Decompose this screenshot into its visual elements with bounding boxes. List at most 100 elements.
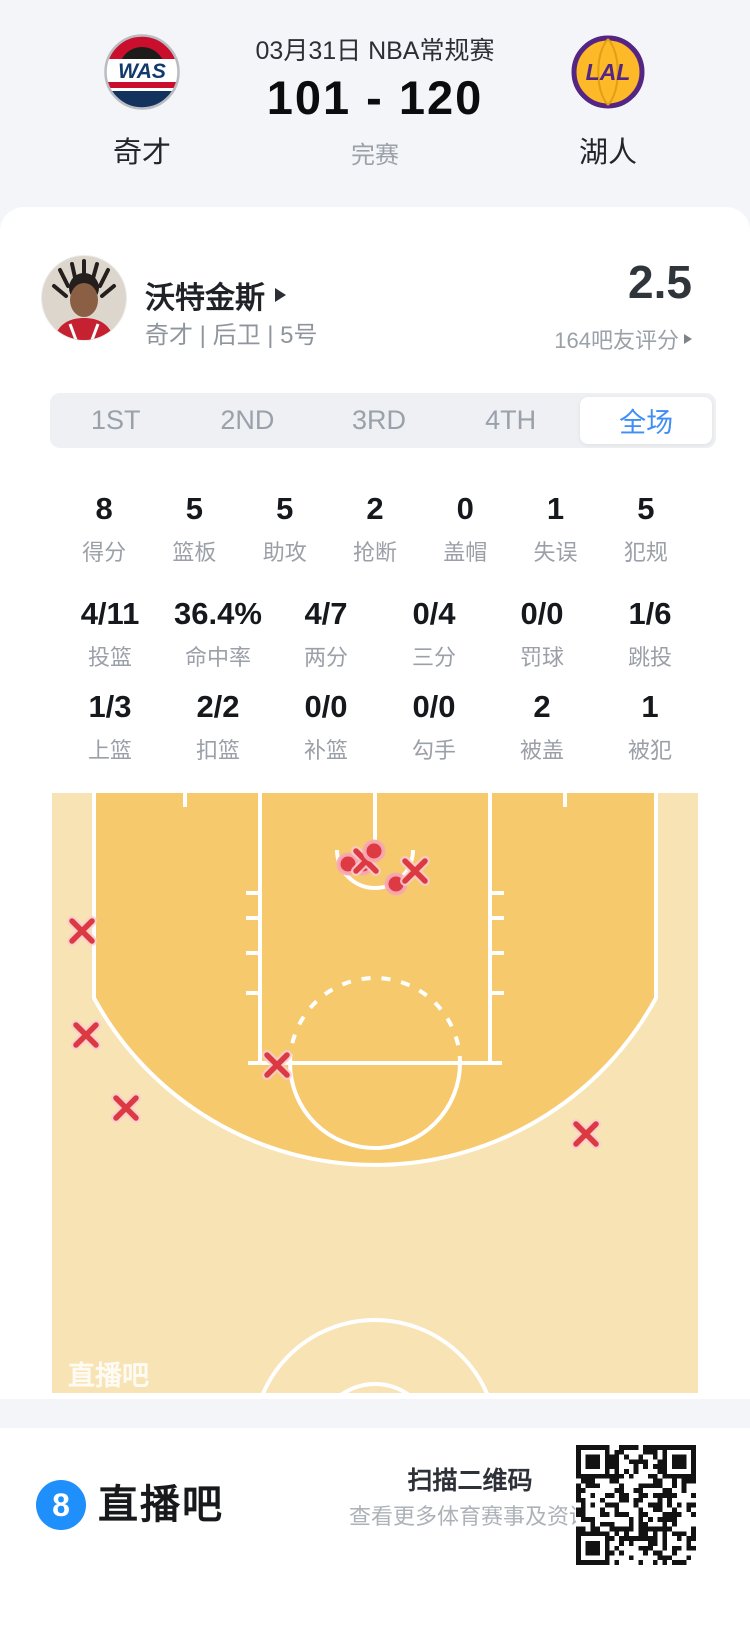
shot-missed-marker — [573, 1121, 599, 1147]
stat-value: 2 — [366, 491, 384, 526]
player-meta: 奇才 | 后卫 | 5号 — [145, 322, 318, 349]
shot-chart: 直播吧 — [52, 793, 698, 1566]
stat-value: 4/11 — [80, 596, 140, 631]
stat-label: 三分 — [411, 645, 456, 670]
stat-value: 0 — [456, 491, 474, 526]
shot-missed-marker — [113, 1095, 139, 1121]
stat-label: 补篮 — [303, 738, 348, 763]
stat-助攻: 5 助攻 — [240, 490, 330, 567]
ft-circle-dashed — [288, 976, 462, 1064]
three-point-line — [92, 793, 658, 1167]
stat-label: 得分 — [82, 540, 127, 565]
stat-value: 1/3 — [88, 689, 132, 724]
stat-value: 36.4% — [174, 596, 262, 631]
arrow-right-icon — [684, 334, 692, 344]
stat-补篮: 0/0 补篮 — [272, 688, 380, 765]
stat-value: 1 — [546, 491, 565, 526]
footer-brand: 直播吧 — [98, 1483, 224, 1527]
qr-code — [576, 1445, 696, 1565]
baseline-ticks — [183, 793, 567, 807]
rating-note-label: 164吧友评分 — [554, 328, 679, 353]
stat-value: 0/0 — [304, 689, 348, 724]
stat-扣篮: 2/2 扣篮 — [164, 688, 272, 765]
court-inside-3pt — [94, 793, 656, 1165]
stat-value: 0/0 — [412, 689, 456, 724]
stat-三分: 0/4 三分 — [380, 595, 488, 672]
stat-label: 失误 — [533, 540, 578, 565]
stat-label: 勾手 — [411, 738, 456, 763]
game-date: 03月31日 NBA常规赛 — [255, 37, 495, 65]
stat-value: 0/0 — [520, 596, 564, 631]
stat-value: 1/6 — [628, 596, 672, 631]
rating-note[interactable]: 164吧友评分 — [554, 323, 692, 355]
team-away[interactable]: WAS 奇才 — [87, 33, 197, 171]
stat-犯规: 5 犯规 — [601, 490, 691, 567]
stat-label: 盖帽 — [443, 540, 488, 565]
stat-label: 命中率 — [184, 645, 251, 670]
stat-value: 5 — [276, 491, 294, 526]
player-avatar[interactable] — [42, 256, 126, 340]
stat-被犯: 1 被犯 — [596, 688, 704, 765]
stat-上篮: 1/3 上篮 — [56, 688, 164, 765]
stat-篮板: 5 篮板 — [149, 490, 239, 567]
stat-得分: 8 得分 — [59, 490, 149, 567]
stat-value: 2/2 — [196, 689, 240, 724]
tab-全场[interactable]: 全场 — [580, 397, 712, 444]
tab-3RD[interactable]: 3RD — [351, 405, 406, 435]
stat-row-shot-types: 1/3 上篮 2/2 扣篮 0/0 补篮 0/0 勾手 2 被盖 1 被犯 — [56, 688, 704, 765]
stat-盖帽: 0 盖帽 — [420, 490, 510, 567]
tab-2ND[interactable]: 2ND — [220, 405, 275, 435]
stat-value: 5 — [637, 491, 655, 526]
stat-label: 助攻 — [262, 540, 307, 565]
stat-命中率: 36.4% 命中率 — [164, 595, 272, 672]
stat-label: 扣篮 — [195, 738, 240, 763]
arrow-right-icon — [275, 288, 286, 302]
tab-4TH[interactable]: 4TH — [485, 405, 537, 435]
stat-勾手: 0/0 勾手 — [380, 688, 488, 765]
ft-circle-solid — [288, 1062, 462, 1150]
player-name-row[interactable]: 沃特金斯 — [145, 273, 286, 317]
stat-label: 罚球 — [519, 645, 564, 670]
lakers-abbr: LAL — [586, 59, 631, 85]
player-photo-placeholder — [42, 256, 126, 340]
stat-value: 1 — [641, 689, 659, 724]
team-away-name: 奇才 — [112, 137, 171, 169]
stat-抢断: 2 抢断 — [330, 490, 420, 567]
team-home[interactable]: LAL 湖人 — [553, 33, 663, 171]
stat-跳投: 1/6 跳投 — [596, 595, 704, 672]
lakers-logo-icon: LAL — [571, 35, 645, 109]
lane-lines — [258, 793, 492, 1063]
lane-hash-left — [246, 891, 260, 995]
stat-label: 犯规 — [623, 540, 668, 565]
shot-missed-marker — [73, 1022, 99, 1048]
scan-qr-subtitle: 查看更多体育赛事及资讯 — [348, 1504, 591, 1529]
stat-value: 5 — [185, 491, 204, 526]
stat-投篮: 4/11 投篮 — [56, 595, 164, 672]
stat-label: 上篮 — [87, 738, 132, 763]
stat-row-shooting: 4/11 投篮 36.4% 命中率 4/7 两分 0/4 三分 0/0 罚球 1/6 跳投 — [56, 595, 704, 672]
footer: 8 直播吧 扫描二维码 查看更多体育赛事及资讯 — [0, 1428, 750, 1629]
tab-1ST[interactable]: 1ST — [91, 405, 141, 435]
stat-罚球: 0/0 罚球 — [488, 595, 596, 672]
stat-被盖: 2 被盖 — [488, 688, 596, 765]
shot-missed-marker — [402, 858, 428, 884]
shot-missed-marker — [264, 1052, 290, 1078]
wizards-logo-icon: WAS — [104, 34, 180, 110]
stat-label: 投篮 — [87, 645, 132, 670]
stat-value: 4/7 — [304, 596, 348, 631]
team-home-name: 湖人 — [578, 137, 637, 169]
stat-label: 跳投 — [627, 645, 672, 670]
stat-value: 0/4 — [412, 596, 456, 631]
stat-label: 被犯 — [627, 738, 672, 763]
player-name: 沃特金斯 — [145, 282, 265, 315]
shot-made-marker — [362, 839, 386, 863]
zhibo8-logo-icon: 8 — [36, 1480, 86, 1530]
stat-label: 两分 — [303, 645, 348, 670]
game-status: 完赛 — [351, 142, 399, 169]
stat-两分: 4/7 两分 — [272, 595, 380, 672]
stat-失误: 1 失误 — [510, 490, 600, 567]
stat-value: 8 — [95, 491, 113, 526]
stat-row-basic: 8 得分 5 篮板 5 助攻 2 抢断 0 盖帽 1 失误 5 犯规 — [59, 490, 691, 567]
game-score: 101 - 120 — [266, 71, 484, 124]
